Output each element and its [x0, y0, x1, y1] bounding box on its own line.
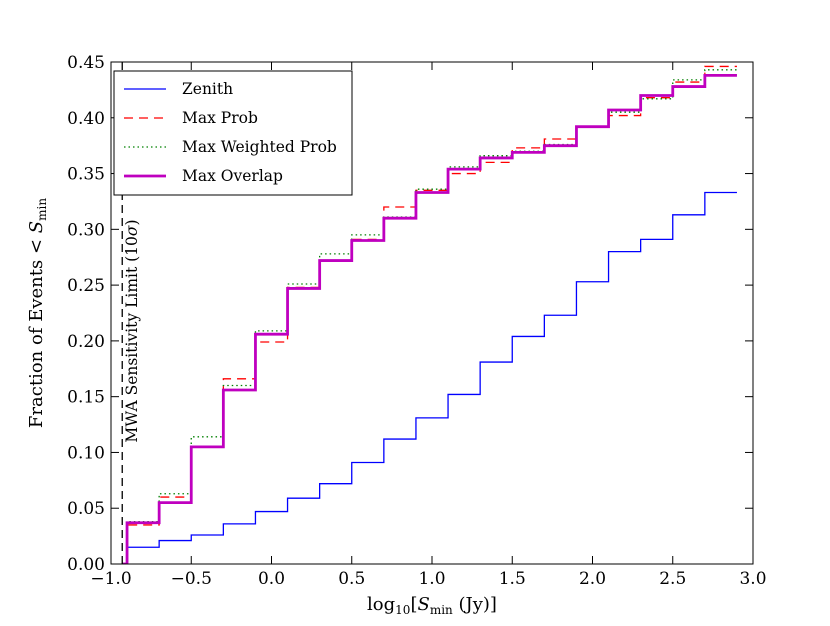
x-axis-label-sub: 10 — [395, 603, 410, 617]
y-axis-label: Fraction of Events < Smin — [26, 198, 49, 428]
x-tick-label: 2.5 — [659, 569, 686, 589]
x-tick-label: 0.0 — [258, 569, 285, 589]
y-tick-label: 0.00 — [67, 555, 105, 575]
legend: Zenith Max Prob Max Weighted Prob Max Overl… — [113, 70, 353, 196]
axis-labels: log10[Smin (Jy)]Fraction of Events < Smi… — [26, 198, 497, 617]
series-max-weighted-prob-line — [122, 69, 737, 564]
x-axis-label-log: log — [367, 594, 395, 615]
annotation-layer: MWA Sensitivity Limit (10σ) — [121, 62, 141, 564]
series-max-overlap-line — [122, 73, 737, 564]
x-tick-label: −0.5 — [171, 569, 212, 589]
x-axis-label-s: S — [417, 594, 429, 615]
y-tick-label: 0.35 — [67, 165, 105, 185]
sensitivity-limit-label: MWA Sensitivity Limit (10σ) — [123, 219, 141, 442]
y-tick-label: 0.40 — [67, 109, 105, 129]
y-tick-label: 0.20 — [67, 332, 105, 352]
y-tick-label: 0.10 — [67, 443, 105, 463]
legend-label: Max Weighted Prob — [182, 138, 337, 156]
sigma-symbol: σ — [123, 225, 141, 236]
y-axis-label-text: Fraction of Events < — [26, 233, 47, 428]
x-axis-label-units: (Jy)] — [453, 594, 497, 615]
x-tick-label: 0.5 — [338, 569, 365, 589]
y-tick-label: 0.05 — [67, 499, 105, 519]
x-tick-label: 3.0 — [739, 569, 766, 589]
ticks-layer: −1.0 −0.5 0.0 0.5 1.0 1.5 2.0 2.5 3.0 0.00 0.05 0.1… — [67, 53, 766, 589]
x-axis-label-bracket: [ — [410, 594, 417, 615]
y-tick-label: 0.25 — [67, 276, 105, 296]
y-tick-label: 0.45 — [67, 53, 105, 73]
legend-label: Max Prob — [182, 109, 258, 127]
legend-box — [113, 70, 353, 196]
x-tick-label: 1.0 — [418, 569, 445, 589]
y-axis-label-s: S — [26, 221, 47, 233]
x-tick-label: −1.0 — [90, 569, 131, 589]
x-tick-label: 2.0 — [579, 569, 606, 589]
sensitivity-limit-text: MWA Sensitivity Limit (10 — [123, 236, 141, 442]
series-zenith-line — [122, 191, 737, 564]
y-tick-label: 0.15 — [67, 388, 105, 408]
y-tick-label: 0.30 — [67, 220, 105, 240]
y-axis-label-s-sub: min — [35, 198, 49, 221]
x-tick-label: 1.5 — [499, 569, 526, 589]
x-axis-label: log10[Smin (Jy)] — [367, 594, 497, 617]
x-axis-label-s-sub: min — [430, 603, 453, 617]
sensitivity-limit-close: ) — [123, 219, 141, 225]
legend-label: Zenith — [182, 80, 233, 98]
legend-label: Max Overlap — [182, 167, 283, 185]
series-layer — [122, 65, 737, 564]
